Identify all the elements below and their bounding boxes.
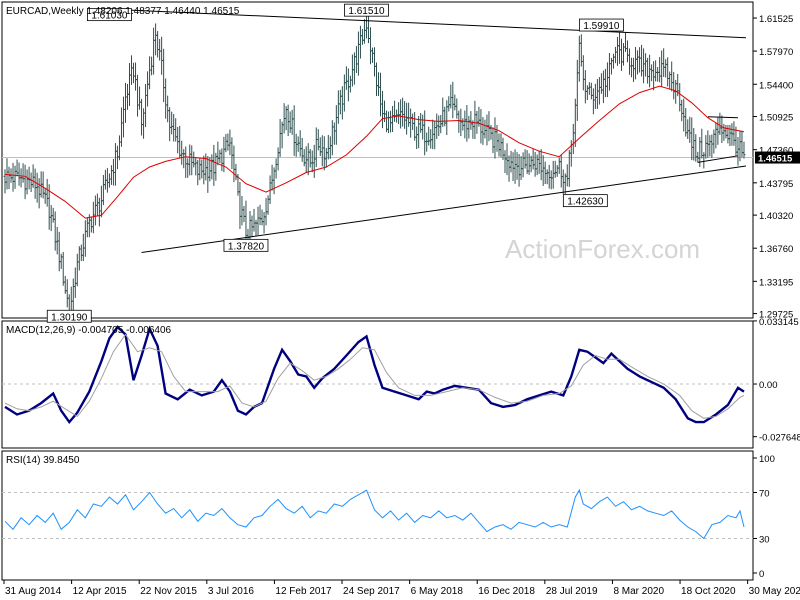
- price-extreme-label: 1.59910: [579, 18, 624, 32]
- rsi-panel-frame: [1, 450, 754, 581]
- price-extreme-box: [579, 18, 624, 32]
- price-ytick-label: 1.33195: [759, 277, 793, 288]
- price-extreme-label: 1.42630: [562, 194, 608, 208]
- rsi-ytick-label: 70: [759, 489, 770, 500]
- x-tick-label: 31 Aug 2014: [5, 586, 62, 597]
- price-extreme-text: 1.37820: [228, 241, 265, 252]
- macd-title: MACD(12,26,9) -0.004705 -0.006406: [6, 325, 172, 336]
- macd-signal-line: [4, 333, 745, 419]
- price-ytick-label: 1.43795: [759, 179, 793, 190]
- price-ytick-label: 1.54400: [759, 80, 793, 91]
- price-extreme-box: [223, 238, 269, 252]
- macd-ytick-label: 0.033145: [759, 317, 799, 328]
- price-extreme-box: [87, 8, 132, 22]
- macd-ytick-label: -0.027648: [759, 433, 800, 444]
- x-tick-label: 18 Oct 2020: [681, 586, 736, 597]
- price-ytick-label: 1.40320: [759, 211, 793, 222]
- macd-macd-line: [4, 325, 745, 425]
- price-extreme-box: [562, 194, 608, 208]
- rsi-ytick-label: 100: [759, 454, 775, 465]
- price-extreme-text: 1.61510: [348, 6, 385, 17]
- price-extreme-label: 1.30190: [46, 309, 92, 323]
- price-extreme-label: 1.37820: [223, 238, 269, 252]
- trendline: [697, 155, 739, 163]
- trendline: [105, 8, 747, 39]
- price-bars: [3, 13, 746, 322]
- price-bar: [742, 141, 746, 159]
- rsi-ytick-label: 30: [759, 535, 770, 546]
- price-extreme-text: 1.59910: [583, 21, 620, 32]
- moving-average-line: [4, 85, 745, 219]
- price-extreme-box: [344, 3, 389, 17]
- price-ytick-label: 1.50925: [759, 113, 793, 124]
- trendline: [141, 165, 747, 253]
- macd-ytick-label: 0.00: [759, 380, 778, 391]
- x-tick-label: 12 Feb 2017: [275, 586, 332, 597]
- watermark: ActionForex.com: [505, 234, 700, 264]
- x-tick-label: 6 May 2018: [411, 586, 464, 597]
- current-price-tag: [755, 151, 800, 164]
- rsi-ytick-label: 0: [759, 569, 764, 580]
- price-ytick-label: 1.47360: [759, 146, 793, 157]
- price-extreme-text: 1.30190: [51, 312, 88, 323]
- trendline: [707, 116, 738, 119]
- x-tick-label: 8 Mar 2020: [613, 586, 664, 597]
- x-tick-label: 28 Jul 2019: [546, 586, 598, 597]
- x-tick-label: 16 Dec 2018: [478, 586, 535, 597]
- rsi-line: [4, 488, 745, 540]
- price-extreme-label: 1.61510: [344, 3, 389, 17]
- price-extreme-box: [46, 309, 92, 323]
- price-ytick-label: 1.29725: [759, 310, 793, 321]
- x-tick-label: 12 Apr 2015: [73, 586, 127, 597]
- price-ytick-label: 1.57970: [759, 47, 793, 58]
- price-ytick-label: 1.36760: [759, 244, 793, 255]
- x-tick-label: 22 Nov 2015: [140, 586, 197, 597]
- price-extreme-label: 1.61030: [87, 8, 132, 22]
- rsi-title: RSI(14) 39.8450: [6, 455, 80, 466]
- x-tick-label: 3 Jul 2016: [208, 586, 255, 597]
- price-ytick-label: 1.61525: [759, 14, 793, 25]
- x-tick-label: 24 Sep 2017: [343, 586, 400, 597]
- chart-header: EURCAD,Weekly 1.48206 1.48377 1.46440 1.…: [6, 6, 240, 17]
- price-panel-frame: [1, 1, 754, 319]
- price-extreme-text: 1.61030: [91, 11, 128, 22]
- price-extreme-text: 1.42630: [567, 197, 604, 208]
- x-tick-label: 30 May 2021: [749, 586, 800, 597]
- current-price-tag-text: 1.46515: [758, 154, 793, 165]
